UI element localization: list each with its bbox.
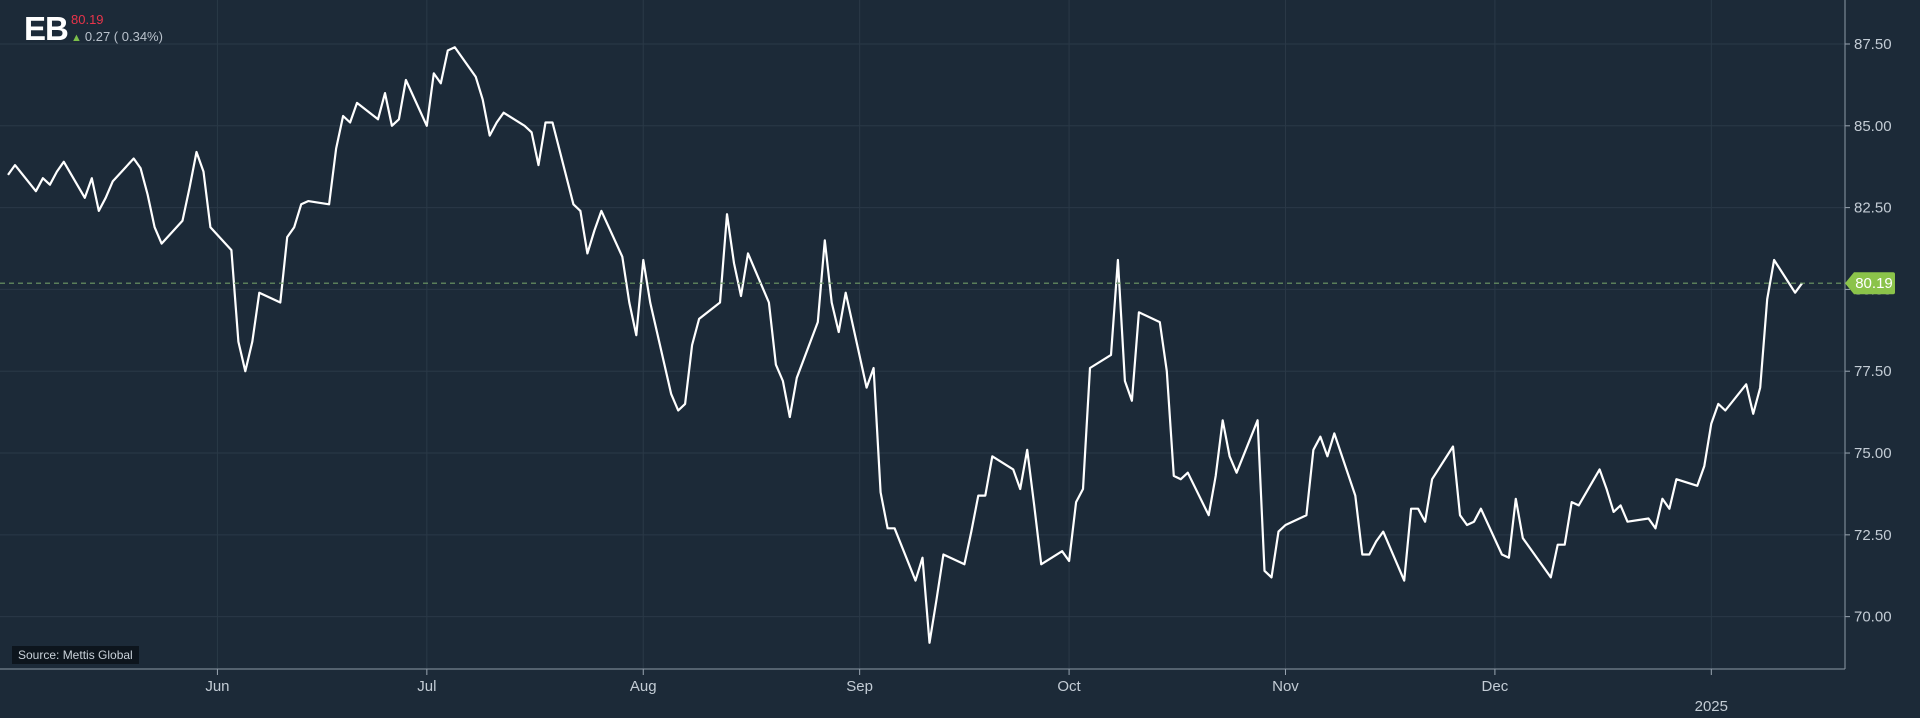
price-change: ▲ 0.27 ( 0.34%): [71, 29, 163, 44]
x-tick-label: 2025: [1695, 698, 1728, 715]
x-tick-label: Jun: [205, 678, 229, 695]
x-tick-label: Dec: [1482, 678, 1509, 695]
grid: [0, 0, 1845, 669]
up-arrow-icon: ▲: [71, 32, 82, 44]
x-tick-label: Jul: [417, 678, 436, 695]
last-price-badge: [1845, 272, 1895, 295]
y-tick-label: 72.50: [1854, 527, 1892, 544]
last-price: 80.19: [71, 12, 104, 27]
y-tick-label: 77.50: [1854, 363, 1892, 380]
y-tick-label: 75.00: [1854, 445, 1892, 462]
y-tick-label: 70.00: [1854, 609, 1892, 626]
y-tick-label: 85.00: [1854, 118, 1892, 135]
last-price-badge-label: 80.19: [1855, 275, 1893, 292]
price-change-value: 0.27 ( 0.34%): [84, 29, 163, 44]
y-tick-label: 87.50: [1854, 36, 1892, 53]
last-price-layer: 80.19: [0, 272, 1895, 295]
ticker-symbol: EB: [24, 10, 69, 47]
x-tick-label: Aug: [630, 678, 657, 695]
y-tick-label: 82.50: [1854, 200, 1892, 217]
source-label: Source: Mettis Global: [12, 646, 139, 664]
x-tick-label: Sep: [846, 678, 873, 695]
series-area: [7, 46, 1803, 644]
x-tick-label: Nov: [1272, 678, 1299, 695]
price-line: [7, 46, 1803, 644]
x-tick-label: Oct: [1057, 678, 1081, 695]
